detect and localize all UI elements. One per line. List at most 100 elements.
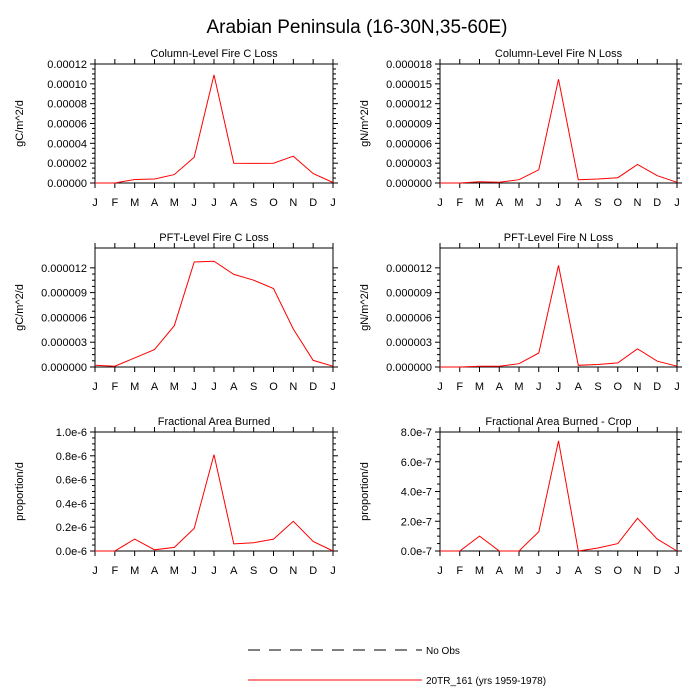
- x-tick-label: A: [151, 565, 159, 577]
- panel-title: Fractional Area Burned - Crop: [485, 416, 631, 428]
- y-tick-label: 0.000000: [41, 362, 87, 374]
- y-tick-label: 0.4e-6: [56, 498, 87, 510]
- panels: Column-Level Fire C Loss 0.00000 0.00002 0.…: [14, 48, 682, 577]
- y-tick-label: 2.0e-7: [401, 516, 432, 528]
- x-tick-label: A: [575, 381, 583, 393]
- x-tick-label: M: [514, 381, 523, 393]
- x-tick-label: M: [475, 197, 484, 209]
- y-axis-label: gN/m^2/d: [359, 100, 371, 147]
- x-tick-label: F: [456, 197, 463, 209]
- x-tick-label: S: [594, 197, 601, 209]
- x-tick-label: A: [496, 381, 504, 393]
- x-tick-label: D: [309, 381, 317, 393]
- panel-title: Fractional Area Burned: [158, 416, 271, 428]
- x-tick-label: J: [674, 565, 680, 577]
- plot-frame: [94, 63, 334, 184]
- x-tick-label: J: [437, 565, 443, 577]
- x-tick-label: F: [111, 381, 118, 393]
- x-tick-label: D: [653, 197, 661, 209]
- x-tick-label: M: [170, 565, 179, 577]
- y-axis-label: proportion/d: [359, 462, 371, 521]
- panel-1: Column-Level Fire C Loss 0.00000 0.00002 0.…: [14, 48, 338, 209]
- x-tick-label: S: [250, 381, 257, 393]
- panel-title: PFT-Level Fire N Loss: [504, 232, 614, 244]
- panel-2: Column-Level Fire N Loss 0.000000 0.000003…: [359, 48, 682, 209]
- plot-frame: [439, 63, 678, 184]
- y-tick-label: 0.000003: [41, 337, 87, 349]
- x-tick-label: D: [653, 565, 661, 577]
- x-tick-label: N: [634, 565, 642, 577]
- x-tick-label: M: [170, 381, 179, 393]
- plot-frame: [94, 247, 334, 368]
- y-tick-label: 0.000015: [386, 79, 432, 91]
- x-tick-label: J: [556, 565, 562, 577]
- x-tick-label: A: [575, 197, 583, 209]
- legend: No Obs 20TR_161 (yrs 1959-1978): [248, 646, 546, 687]
- y-tick-label: 0.0e-6: [56, 546, 87, 558]
- panel-4: PFT-Level Fire N Loss 0.000000 0.000003 0.0…: [359, 232, 682, 393]
- x-tick-label: M: [170, 197, 179, 209]
- x-tick-label: J: [674, 197, 680, 209]
- series-line: [95, 454, 334, 552]
- panel-5: Fractional Area Burned 0.0e-6 0.2e-6 0.4e-6…: [14, 416, 338, 577]
- series-line: [440, 265, 678, 368]
- x-tick-label: J: [191, 565, 197, 577]
- x-tick-label: J: [92, 381, 98, 393]
- page-title: Arabian Peninsula (16-30N,35-60E): [206, 17, 507, 38]
- y-tick-label: 0.00004: [47, 138, 87, 150]
- x-tick-label: A: [151, 197, 159, 209]
- series-line: [440, 79, 678, 184]
- y-tick-label: 0.000012: [386, 263, 432, 275]
- y-tick-label: 0.000000: [386, 362, 432, 374]
- x-tick-label: J: [191, 381, 197, 393]
- y-tick-label: 0.000018: [386, 59, 432, 71]
- y-tick-label: 6.0e-7: [401, 457, 432, 469]
- y-tick-label: 0.00008: [47, 99, 87, 111]
- x-tick-label: A: [230, 197, 238, 209]
- y-tick-label: 8.0e-7: [401, 427, 432, 439]
- x-tick-label: S: [594, 565, 601, 577]
- x-tick-label: M: [130, 565, 139, 577]
- x-tick-label: A: [230, 381, 238, 393]
- panel-title: Column-Level Fire C Loss: [150, 48, 278, 60]
- x-tick-label: J: [330, 565, 336, 577]
- y-axis-label: gN/m^2/d: [359, 284, 371, 331]
- x-tick-label: A: [151, 381, 159, 393]
- y-tick-label: 0.000009: [386, 288, 432, 300]
- x-tick-label: M: [514, 197, 523, 209]
- x-tick-label: M: [130, 197, 139, 209]
- x-tick-label: D: [309, 197, 317, 209]
- series-line: [440, 440, 678, 552]
- panel-6: Fractional Area Burned - Crop 0.0e-7 2.0e-…: [359, 416, 682, 577]
- y-tick-label: 0.000009: [386, 119, 432, 131]
- x-tick-label: M: [514, 565, 523, 577]
- y-tick-label: 0.00002: [47, 158, 87, 170]
- x-tick-label: S: [250, 565, 257, 577]
- plot-frame: [94, 431, 334, 552]
- x-tick-label: O: [269, 197, 278, 209]
- y-tick-label: 0.000009: [41, 288, 87, 300]
- x-tick-label: O: [613, 565, 622, 577]
- x-tick-label: J: [211, 197, 217, 209]
- x-tick-label: N: [634, 197, 642, 209]
- x-tick-label: O: [613, 197, 622, 209]
- x-tick-label: N: [634, 381, 642, 393]
- y-tick-label: 0.00010: [47, 79, 87, 91]
- legend-no-obs-label: No Obs: [426, 646, 460, 657]
- panel-title: PFT-Level Fire C Loss: [159, 232, 269, 244]
- x-tick-label: J: [191, 197, 197, 209]
- x-tick-label: A: [230, 565, 238, 577]
- y-tick-label: 0.000003: [386, 337, 432, 349]
- y-tick-label: 0.000012: [41, 263, 87, 275]
- x-tick-label: J: [211, 381, 217, 393]
- x-tick-label: J: [92, 197, 98, 209]
- x-tick-label: J: [536, 565, 542, 577]
- x-tick-label: M: [130, 381, 139, 393]
- y-tick-label: 0.00006: [47, 119, 87, 131]
- x-tick-label: S: [250, 197, 257, 209]
- x-tick-label: D: [309, 565, 317, 577]
- x-tick-label: F: [111, 565, 118, 577]
- y-axis-label: gC/m^2/d: [14, 284, 26, 331]
- x-tick-label: N: [289, 197, 297, 209]
